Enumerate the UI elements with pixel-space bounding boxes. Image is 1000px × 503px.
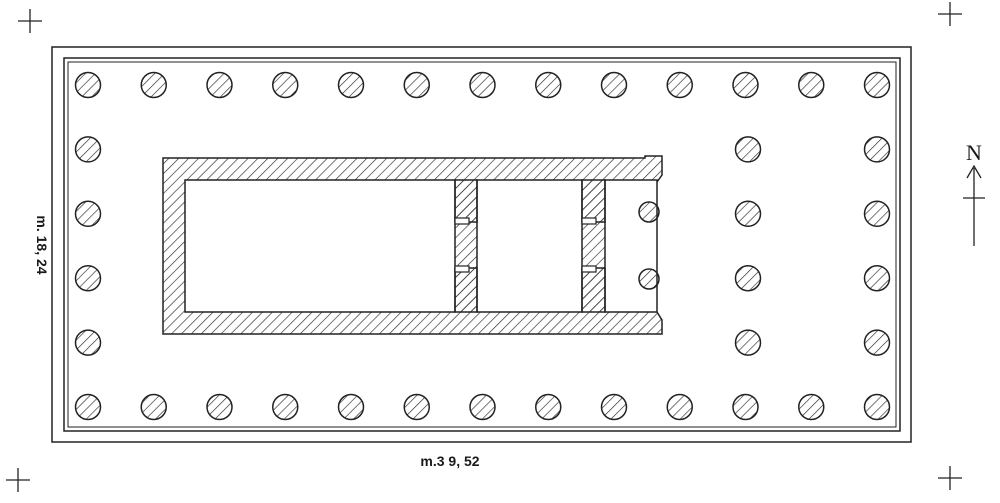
- peristyle-column: [863, 136, 891, 163]
- peristyle-column: [863, 71, 891, 99]
- peristyle-column: [272, 71, 299, 99]
- peristyle-column: [863, 329, 891, 356]
- peristyle-column: [732, 71, 759, 99]
- wall-notch: [581, 217, 597, 225]
- registration-mark-top-left: [18, 9, 42, 33]
- peristyle-column: [600, 71, 628, 99]
- peristyle-column: [74, 264, 102, 292]
- peristyle-column: [206, 393, 233, 421]
- peristyle-column: [337, 71, 365, 99]
- wall-notch: [454, 217, 470, 225]
- wall-notch: [581, 265, 597, 273]
- peristyle-column: [272, 393, 299, 421]
- peristyle-column: [74, 71, 102, 99]
- peristyle-column: [863, 393, 891, 421]
- peristyle-column: [74, 393, 102, 421]
- peristyle-column: [469, 71, 496, 99]
- peristyle-column: [469, 393, 496, 421]
- pronaos-column: [638, 201, 660, 223]
- peristyle-column: [337, 393, 365, 421]
- cella-wall-spurs: [454, 179, 606, 313]
- inner-front-column: [734, 329, 762, 356]
- cella-wall-spur: [454, 267, 478, 313]
- registration-marks: [6, 2, 962, 492]
- peristyle-column: [863, 264, 891, 292]
- peristyle-column: [666, 393, 693, 421]
- north-label: N: [966, 140, 982, 165]
- peristyle-column: [732, 393, 759, 421]
- inner-front-column: [734, 264, 762, 292]
- peristyle-column: [600, 393, 628, 421]
- peristyle-column: [403, 393, 430, 421]
- north-arrow: N: [963, 140, 985, 246]
- peristyle-column: [140, 393, 167, 421]
- length-dimension-label: m.3 9, 52: [420, 453, 479, 469]
- pronaos-columns: [638, 201, 660, 290]
- cella-wall-spur: [581, 267, 606, 313]
- stylobate-edge-outline: [67, 61, 897, 428]
- wall-notch: [454, 265, 470, 273]
- registration-mark-bottom-left: [6, 468, 30, 492]
- registration-mark-top-right: [938, 2, 962, 26]
- peristyle-column: [863, 200, 891, 228]
- peristyle-column: [206, 71, 233, 99]
- pronaos-column: [638, 268, 660, 290]
- width-dimension-label: m. 18, 24: [34, 215, 50, 274]
- peristyle-column: [666, 71, 693, 99]
- peristyle-columns: [74, 71, 891, 421]
- peristyle-column: [74, 136, 102, 163]
- stylobate-inner-outline: [63, 57, 901, 432]
- inner-front-column: [734, 200, 762, 228]
- peristyle-column: [535, 393, 562, 421]
- registration-mark-bottom-right: [938, 466, 962, 490]
- inner-front-column: [734, 136, 762, 163]
- cella-wall-spur: [454, 179, 478, 223]
- peristyle-column: [535, 71, 562, 99]
- peristyle-column: [798, 393, 825, 421]
- peristyle-column: [74, 200, 102, 228]
- stylobate-outer-outline: [51, 46, 912, 443]
- peristyle-column: [140, 71, 167, 99]
- north-arrow-head: [966, 164, 982, 179]
- peristyle-column: [798, 71, 825, 99]
- peristyle-column: [403, 71, 430, 99]
- cella-wall-spur: [581, 179, 606, 223]
- peristyle-column: [74, 329, 102, 356]
